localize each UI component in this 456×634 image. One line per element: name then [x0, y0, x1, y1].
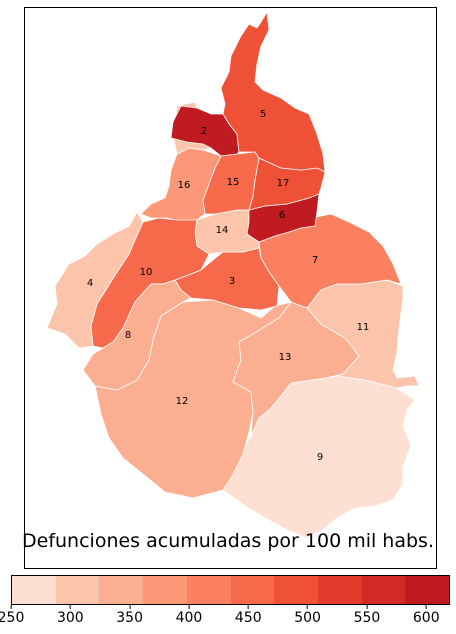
region-label-7: 7	[312, 255, 318, 266]
region-label-17: 17	[277, 178, 290, 189]
colorbar-ticks: 250 300 350 400 450 500 550 600	[11, 605, 450, 633]
colorbar-segment	[56, 576, 100, 604]
colorbar-tick-label: 450	[235, 605, 262, 626]
colorbar-tick-label: 350	[116, 605, 143, 626]
colorbar	[11, 575, 450, 605]
colorbar-segment	[231, 576, 275, 604]
colorbar-tick-label: 500	[294, 605, 321, 626]
region-label-13: 13	[279, 352, 292, 363]
region-label-11: 11	[357, 322, 370, 333]
colorbar-segment	[405, 576, 449, 604]
colorbar-tick-label: 300	[57, 605, 84, 626]
colorbar-segment	[274, 576, 318, 604]
colorbar-segment	[99, 576, 143, 604]
region-label-4: 4	[87, 278, 93, 289]
colorbar-tick-label: 600	[413, 605, 440, 626]
region-label-6: 6	[279, 210, 285, 221]
colorbar-segment	[318, 576, 362, 604]
region-label-8: 8	[125, 330, 131, 341]
colorbar-segment	[12, 576, 56, 604]
region-label-5: 5	[260, 109, 266, 120]
colorbar-tick-label: 250	[0, 605, 24, 626]
colorbar-tick-label: 400	[176, 605, 203, 626]
map-title: Defunciones acumuladas por 100 mil habs.	[0, 530, 456, 552]
region-label-10: 10	[140, 267, 153, 278]
region-label-16: 16	[178, 180, 191, 191]
region-label-9: 9	[317, 452, 323, 463]
colorbar-segment	[187, 576, 231, 604]
colorbar-tick-label: 550	[354, 605, 381, 626]
region-label-12: 12	[176, 396, 189, 407]
colorbar-segment	[143, 576, 187, 604]
map-svg: 2 5 16 15 17 6 14 7 10 3 4 11 8 13 12 9	[25, 8, 436, 568]
region-label-14: 14	[216, 225, 229, 236]
colorbar-segment	[362, 576, 406, 604]
region-label-3: 3	[229, 276, 235, 287]
region-label-15: 15	[227, 177, 240, 188]
map-frame: 2 5 16 15 17 6 14 7 10 3 4 11 8 13 12 9	[24, 7, 437, 569]
region-label-2: 2	[201, 126, 207, 137]
